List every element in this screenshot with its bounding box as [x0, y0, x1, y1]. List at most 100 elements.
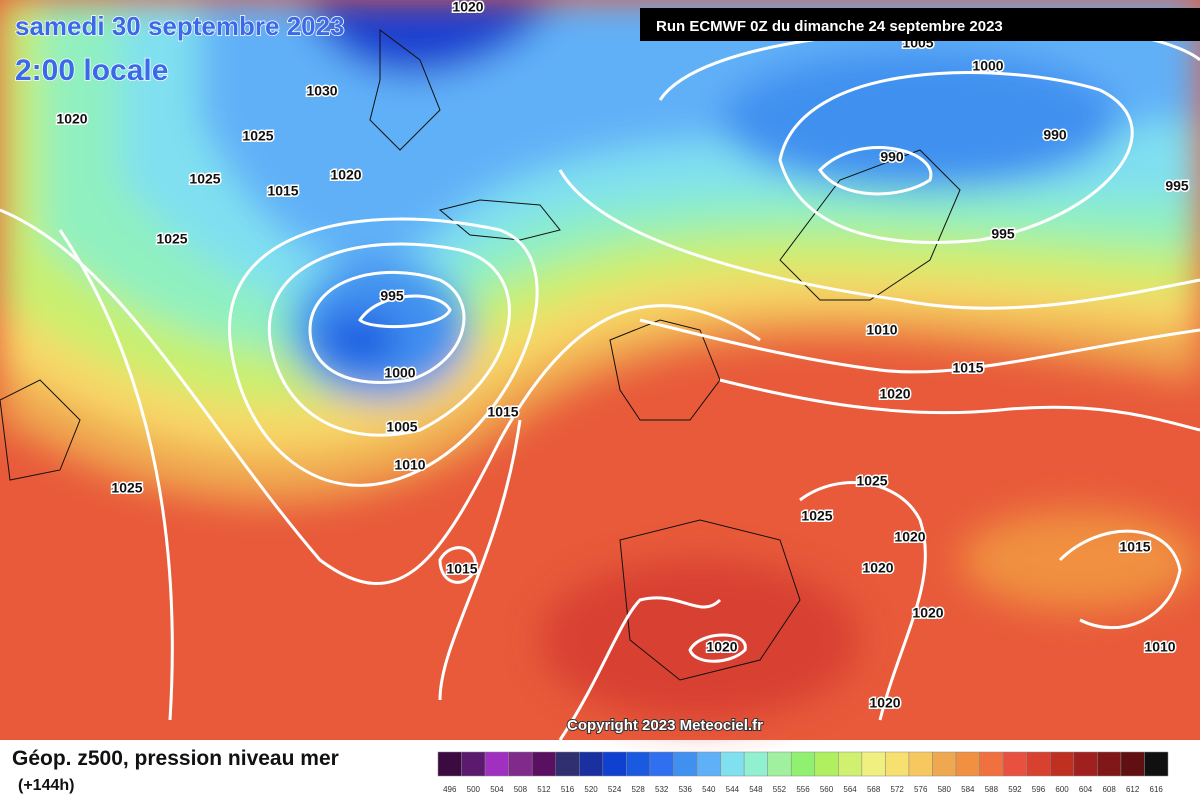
- isobar: [228, 217, 539, 487]
- scale-label: 500: [467, 785, 481, 794]
- isobar: [358, 294, 452, 328]
- isobar-label: 1005: [386, 419, 417, 435]
- scale-swatch: [743, 751, 768, 777]
- scale-swatch: [838, 751, 863, 777]
- isobar-label: 1010: [866, 322, 897, 338]
- coastline: [779, 149, 961, 301]
- scale-label: 604: [1079, 785, 1093, 794]
- isobar-label: 995: [380, 288, 404, 304]
- isobar-label: 1025: [801, 508, 832, 524]
- isobar-label: 1025: [156, 231, 187, 247]
- isobar: [639, 318, 1200, 432]
- isobar-label: 1030: [306, 83, 337, 99]
- scale-swatch: [814, 751, 839, 777]
- isobar-label: 1000: [384, 365, 415, 381]
- scale-swatch: [1120, 751, 1145, 777]
- scale-label: 540: [702, 785, 716, 794]
- scale-swatch: [649, 751, 674, 777]
- color-scale: 496 500 504 508 512 516 520 524 528 532 536 540 544 5…: [437, 751, 1169, 794]
- scale-swatch: [437, 751, 462, 777]
- scale-label: 552: [773, 785, 787, 794]
- map-date: samedi 30 septembre 2023: [15, 11, 345, 41]
- isobar-label: 995: [991, 226, 1015, 242]
- scale-swatch: [861, 751, 886, 777]
- scale-swatch: [1002, 751, 1027, 777]
- copyright: Copyright 2023 Meteociel.fr: [567, 717, 763, 734]
- scale-label: 576: [914, 785, 928, 794]
- scale-swatch: [790, 751, 816, 777]
- isobar-label: 1020: [330, 167, 361, 183]
- isobar-label: 1020: [56, 111, 87, 127]
- isobar: [58, 229, 522, 721]
- map-time: 2:00 locale: [15, 54, 168, 87]
- run-info: Run ECMWF 0Z du dimanche 24 septembre 20…: [656, 18, 1003, 35]
- scale-label: 560: [820, 785, 834, 794]
- scale-swatch: [932, 751, 957, 777]
- isobar-label: 1015: [446, 561, 477, 577]
- isobar: [438, 546, 747, 663]
- scale-swatch: [696, 751, 721, 777]
- isobar-labels: 1020 1030 1020 1025 1025 1015 1020 1025 995 1000 1…: [55, 0, 1190, 712]
- coastline: [0, 379, 81, 481]
- isobar-label: 990: [880, 149, 904, 165]
- isobar: [558, 481, 1182, 741]
- scale-label: 508: [514, 785, 528, 794]
- scale-label: 556: [796, 785, 810, 794]
- isobar-label: 1020: [869, 695, 900, 711]
- isobar-label: 1020: [706, 639, 737, 655]
- scale-label: 584: [961, 785, 975, 794]
- coastlines: [0, 29, 961, 681]
- isobar-label: 1015: [487, 404, 518, 420]
- isobar-label: 1020: [452, 0, 483, 15]
- isobar-label: 995: [1165, 178, 1189, 194]
- coastline: [369, 29, 441, 151]
- isobar-label: 1025: [856, 473, 887, 489]
- scale-swatch: [508, 751, 533, 777]
- scale-label: 548: [749, 785, 763, 794]
- scale-label: 532: [655, 785, 669, 794]
- scale-label: 512: [537, 785, 551, 794]
- scale-swatch: [555, 751, 580, 777]
- isobar-label: 1015: [1119, 539, 1150, 555]
- scale-label: 496: [443, 785, 457, 794]
- footer-title: Géop. z500, pression niveau mer: [12, 747, 339, 770]
- footer: Géop. z500, pression niveau mer (+144h) …: [12, 747, 1169, 794]
- isobar-label: 990: [1043, 127, 1067, 143]
- scale-label: 616: [1150, 785, 1164, 794]
- isobar-label: 1025: [242, 128, 273, 144]
- scale-swatch: [531, 751, 556, 777]
- coastline: [619, 519, 801, 681]
- isobar-label: 1025: [111, 480, 142, 496]
- scale-swatch: [1050, 751, 1075, 777]
- isobar-label: 1020: [879, 386, 910, 402]
- coastline: [438, 199, 561, 241]
- scale-label: 580: [938, 785, 952, 794]
- map: 1020 1030 1020 1025 1025 1015 1020 1025 995 1000 1…: [0, 0, 1200, 741]
- coastline: [609, 319, 721, 421]
- scale-label: 516: [561, 785, 575, 794]
- scale-label: 600: [1055, 785, 1069, 794]
- scale-swatch: [461, 751, 486, 777]
- isobar: [778, 71, 1134, 244]
- isobar-label: 1015: [952, 360, 983, 376]
- forecast-lead: (+144h): [18, 777, 74, 794]
- scale-swatch: [1026, 751, 1051, 777]
- isobar-label: 1000: [972, 58, 1003, 74]
- isobar: [0, 208, 761, 586]
- isobar-label: 1010: [394, 457, 425, 473]
- scale-swatch: [885, 751, 910, 777]
- scale-swatch: [484, 751, 509, 777]
- scale-label: 588: [985, 785, 999, 794]
- scale-swatch: [955, 751, 980, 777]
- scale-label: 544: [726, 785, 740, 794]
- isobar-label: 1010: [1144, 639, 1175, 655]
- field: [0, 0, 1200, 720]
- scale-swatch: [626, 751, 651, 777]
- scale-label: 520: [584, 785, 598, 794]
- scale-swatch: [1144, 751, 1169, 777]
- scale-label: 572: [891, 785, 905, 794]
- scale-swatch: [1097, 751, 1122, 777]
- scale-swatch: [908, 751, 933, 777]
- scale-label: 592: [1008, 785, 1022, 794]
